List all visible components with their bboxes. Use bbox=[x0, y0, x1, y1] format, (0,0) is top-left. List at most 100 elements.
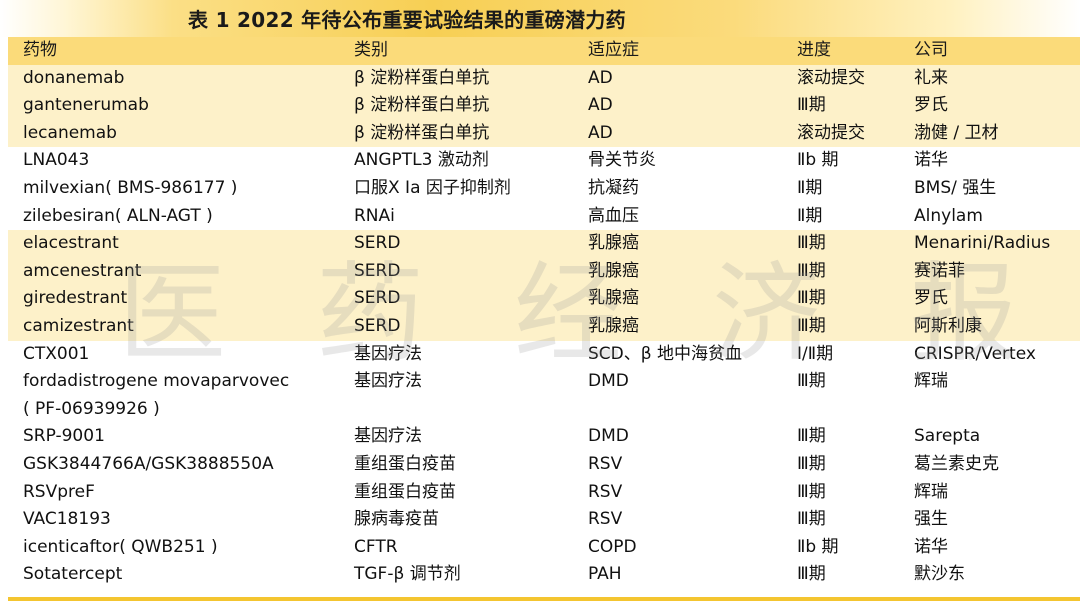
table-row: lecanemab β 淀粉样蛋白单抗 AD 滚动提交 渤健 / 卫材 bbox=[8, 119, 1080, 148]
table-row: LNA043 ANGPTL3 激动剂 骨关节炎 Ⅱb 期 诺华 bbox=[8, 147, 1080, 175]
cell-indication: 乳腺癌 bbox=[588, 315, 639, 336]
header-drug: 药物 bbox=[23, 40, 57, 60]
cell-category: ANGPTL3 激动剂 bbox=[354, 150, 489, 171]
cell-category: β 淀粉样蛋白单抗 bbox=[354, 122, 490, 143]
table-row: elacestrant SERD 乳腺癌 Ⅲ期 Menarini/Radius bbox=[8, 230, 1080, 258]
cell-category: 腺病毒疫苗 bbox=[354, 509, 439, 530]
cell-company: 默沙东 bbox=[914, 564, 965, 585]
cell-indication: DMD bbox=[588, 426, 629, 447]
cell-indication: 高血压 bbox=[588, 205, 639, 226]
header-category: 类别 bbox=[354, 40, 388, 60]
cell-progress: Ⅰ/Ⅱ期 bbox=[797, 343, 834, 364]
cell-indication: AD bbox=[588, 67, 613, 88]
table-row: donanemab β 淀粉样蛋白单抗 AD 滚动提交 礼来 bbox=[8, 64, 1080, 93]
cell-drug: zilebesiran( ALN-AGT ) bbox=[23, 205, 213, 226]
table-row: RSVpreF 重组蛋白疫苗 RSV Ⅲ期 辉瑞 bbox=[8, 479, 1080, 507]
cell-drug: RSVpreF bbox=[23, 481, 95, 502]
cell-category: 口服Ⅹ Ⅰa 因子抑制剂 bbox=[354, 177, 511, 198]
cell-indication: RSV bbox=[588, 509, 623, 530]
cell-indication: AD bbox=[588, 122, 613, 143]
cell-category: SERD bbox=[354, 288, 401, 309]
cell-company: 罗氏 bbox=[914, 288, 948, 309]
cell-category: SERD bbox=[354, 315, 401, 336]
cell-company: 礼来 bbox=[914, 67, 948, 88]
table-row: giredestrant SERD 乳腺癌 Ⅲ期 罗氏 bbox=[8, 285, 1080, 313]
cell-progress: Ⅱb 期 bbox=[797, 536, 839, 557]
cell-indication: PAH bbox=[588, 564, 622, 585]
header-company: 公司 bbox=[914, 40, 948, 60]
cell-indication: RSV bbox=[588, 481, 623, 502]
title-band bbox=[0, 0, 1080, 37]
cell-category: β 淀粉样蛋白单抗 bbox=[354, 95, 490, 116]
table-title: 表 1 2022 年待公布重要试验结果的重磅潜力药 bbox=[188, 8, 626, 32]
cell-company: 辉瑞 bbox=[914, 481, 948, 502]
cell-company: 赛诺菲 bbox=[914, 260, 965, 281]
cell-company: 辉瑞 bbox=[914, 371, 948, 392]
cell-indication: AD bbox=[588, 95, 613, 116]
cell-category: 基因疗法 bbox=[354, 343, 422, 364]
header-progress: 进度 bbox=[797, 40, 831, 60]
cell-indication: COPD bbox=[588, 536, 637, 557]
cell-drug: SRP-9001 bbox=[23, 426, 105, 447]
table-row: CTX001 基因疗法 SCD、β 地中海贫血 Ⅰ/Ⅱ期 CRISPR/Vert… bbox=[8, 341, 1080, 369]
cell-category: β 淀粉样蛋白单抗 bbox=[354, 67, 490, 88]
cell-drug: milvexian( BMS-986177 ) bbox=[23, 177, 238, 198]
table-row: icenticaftor( QWB251 ) CFTR COPD Ⅱb 期 诺华 bbox=[8, 534, 1080, 562]
cell-indication: 抗凝药 bbox=[588, 177, 639, 198]
cell-company: 诺华 bbox=[914, 536, 948, 557]
table-row: gantenerumab β 淀粉样蛋白单抗 AD Ⅲ期 罗氏 bbox=[8, 92, 1080, 120]
drug-table: 药物 类别 适应症 进度 公司 donanemab β 淀粉样蛋白单抗 AD 滚… bbox=[8, 37, 1080, 589]
cell-progress: Ⅲ期 bbox=[797, 315, 826, 336]
cell-progress: Ⅲ期 bbox=[797, 233, 826, 254]
cell-progress: Ⅲ期 bbox=[797, 288, 826, 309]
cell-progress: Ⅲ期 bbox=[797, 453, 826, 474]
cell-progress: Ⅲ期 bbox=[797, 260, 826, 281]
cell-drug: amcenestrant bbox=[23, 260, 142, 281]
cell-indication: SCD、β 地中海贫血 bbox=[588, 343, 743, 364]
cell-category: SERD bbox=[354, 260, 401, 281]
cell-drug: LNA043 bbox=[23, 150, 90, 171]
cell-progress: 滚动提交 bbox=[797, 122, 865, 143]
table-row: VAC18193 腺病毒疫苗 RSV Ⅲ期 强生 bbox=[8, 506, 1080, 534]
cell-category: TGF-β 调节剂 bbox=[354, 564, 461, 585]
cell-progress: 滚动提交 bbox=[797, 67, 865, 88]
cell-category: CFTR bbox=[354, 536, 398, 557]
cell-drug: camizestrant bbox=[23, 315, 134, 336]
cell-drug: fordadistrogene movaparvovec bbox=[23, 371, 290, 392]
cell-drug: donanemab bbox=[23, 67, 125, 88]
cell-progress: Ⅱ期 bbox=[797, 177, 823, 198]
cell-drug: lecanemab bbox=[23, 122, 117, 143]
cell-category: 重组蛋白疫苗 bbox=[354, 453, 456, 474]
cell-category: RNAi bbox=[354, 205, 395, 226]
cell-progress: Ⅲ期 bbox=[797, 95, 826, 116]
cell-progress: Ⅲ期 bbox=[797, 481, 826, 502]
cell-company: 葛兰素史克 bbox=[914, 453, 999, 474]
header-indication: 适应症 bbox=[588, 40, 639, 60]
cell-category: 重组蛋白疫苗 bbox=[354, 481, 456, 502]
cell-drug: Sotatercept bbox=[23, 564, 123, 585]
table-header-row: 药物 类别 适应症 进度 公司 bbox=[8, 37, 1080, 65]
cell-category: 基因疗法 bbox=[354, 371, 422, 392]
table-row: zilebesiran( ALN-AGT ) RNAi 高血压 Ⅱ期 Alnyl… bbox=[8, 203, 1080, 231]
cell-company: 强生 bbox=[914, 509, 948, 530]
cell-progress: Ⅱb 期 bbox=[797, 150, 839, 171]
cell-company: Alnylam bbox=[914, 205, 983, 226]
table-row: amcenestrant SERD 乳腺癌 Ⅲ期 赛诺菲 bbox=[8, 257, 1080, 286]
table-row: Sotatercept TGF-β 调节剂 PAH Ⅲ期 默沙东 bbox=[8, 561, 1080, 589]
cell-company: 渤健 / 卫材 bbox=[914, 122, 999, 143]
table-row: GSK3844766A/GSK3888550A 重组蛋白疫苗 RSV Ⅲ期 葛兰… bbox=[8, 451, 1080, 479]
cell-drug: CTX001 bbox=[23, 343, 90, 364]
cell-drug: giredestrant bbox=[23, 288, 128, 309]
cell-indication: 乳腺癌 bbox=[588, 233, 639, 254]
cell-company: 阿斯利康 bbox=[914, 315, 982, 336]
table-row: fordadistrogene movaparvovec ( PF-069399… bbox=[8, 368, 1080, 423]
cell-category: 基因疗法 bbox=[354, 426, 422, 447]
cell-company: BMS/ 强生 bbox=[914, 177, 997, 198]
cell-indication: 乳腺癌 bbox=[588, 288, 639, 309]
cell-progress: Ⅲ期 bbox=[797, 426, 826, 447]
cell-progress: Ⅲ期 bbox=[797, 371, 826, 392]
cell-drug: icenticaftor( QWB251 ) bbox=[23, 536, 218, 557]
cell-drug: elacestrant bbox=[23, 233, 119, 254]
cell-drug: VAC18193 bbox=[23, 509, 111, 530]
table-bottom-rule bbox=[8, 597, 1080, 601]
